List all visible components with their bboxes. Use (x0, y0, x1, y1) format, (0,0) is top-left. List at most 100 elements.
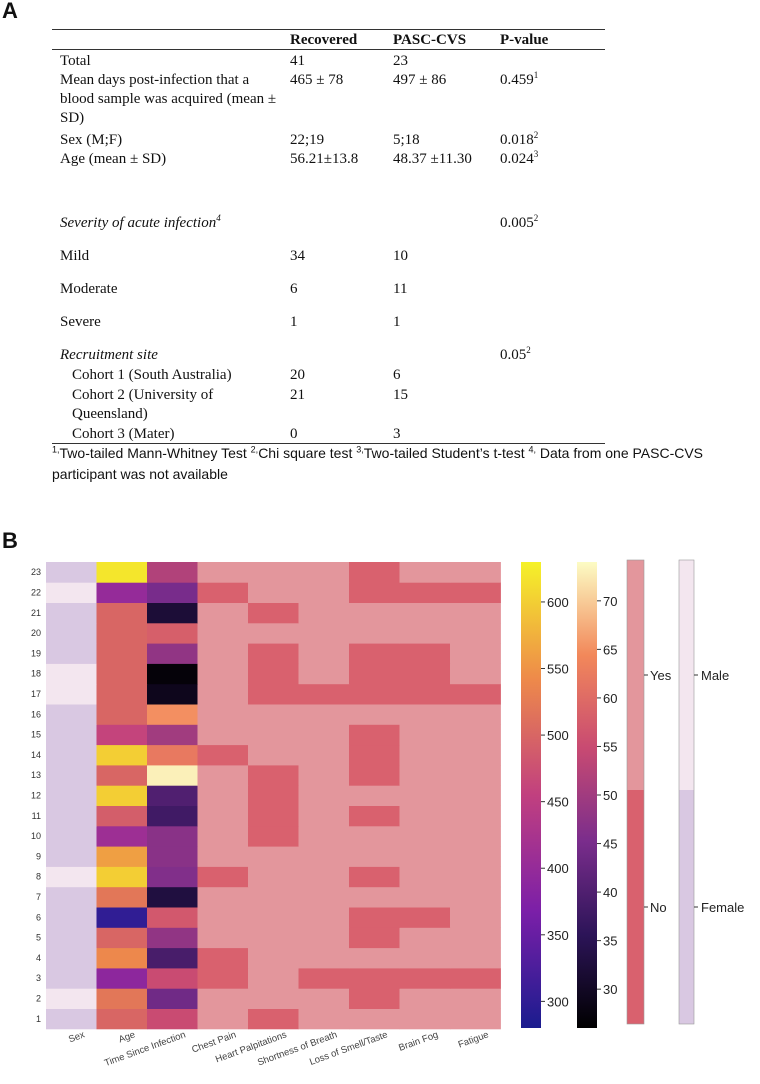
heatmap-cells (46, 562, 501, 1030)
symptom-cell (298, 846, 350, 867)
row-sex-label: Sex (M;F) (60, 132, 123, 148)
symptom-cell (298, 785, 350, 806)
age-cell (96, 744, 148, 766)
table-footnote: 1,Two-tailed Mann-Whitney Test 2,Chi squ… (52, 443, 752, 485)
time-cell (147, 663, 198, 685)
pvalue-text: 0.024 (500, 151, 534, 167)
symptom-cell (248, 765, 299, 786)
symptom-cell (197, 704, 249, 725)
time-cell (147, 562, 198, 583)
time-cell (147, 1008, 198, 1030)
sex-cell (46, 622, 97, 644)
symptom-legend-no-swatch (627, 790, 644, 1024)
sex-cell (46, 988, 97, 1009)
time-cell (147, 785, 198, 806)
sex-cell (46, 968, 97, 989)
row-label: 5 (36, 933, 41, 943)
symptom-cell (450, 988, 501, 1009)
row-label: 3 (36, 973, 41, 983)
age-cell (96, 927, 148, 949)
symptom-cell (298, 968, 350, 989)
symptom-cell (399, 744, 451, 766)
symptom-cell (349, 602, 400, 624)
symptom-cell (298, 927, 350, 949)
symptom-cell (450, 947, 501, 969)
header-recovered: Recovered (290, 32, 358, 48)
symptom-cell (399, 622, 451, 644)
time-cell (147, 643, 198, 664)
age-cell (96, 968, 148, 989)
sex-cell (46, 663, 97, 685)
severity-pvalue: 0.0052 (500, 214, 538, 233)
pvalue-text: 0.005 (500, 215, 534, 231)
symptom-cell (349, 988, 400, 1009)
cohort2-recovered: 21 (290, 387, 305, 403)
row-label: 20 (31, 628, 41, 638)
colorbar-tick-label: 65 (603, 642, 617, 657)
severity-moderate-recovered: 6 (290, 281, 298, 297)
symptom-cell (197, 765, 249, 786)
row-label: 14 (31, 750, 41, 760)
symptom-cell (197, 683, 249, 705)
footnote-marker: 3, (356, 444, 364, 455)
age-colorbar (521, 562, 541, 1028)
age-cell (96, 805, 148, 827)
row-sex-recovered: 22;19 (290, 132, 325, 148)
column-label: Fatigue (457, 1029, 491, 1050)
symptom-cell (349, 907, 400, 928)
symptom-cell (450, 744, 501, 766)
severity-mild-label: Mild (60, 248, 90, 264)
age-cell (96, 846, 148, 867)
row-label: 11 (32, 811, 41, 821)
severity-mild-recovered: 34 (290, 248, 305, 264)
row-age-recovered: 56.21±13.8 (290, 151, 359, 167)
symptom-cell (450, 968, 501, 989)
symptom-cell (197, 724, 249, 746)
symptom-cell (450, 805, 501, 827)
sex-cell (46, 765, 97, 786)
row-label: 23 (31, 567, 41, 577)
time-cell (147, 805, 198, 827)
symptom-cell (399, 968, 451, 989)
symptom-cell (197, 602, 249, 624)
symptom-cell (450, 683, 501, 705)
symptom-cell (298, 907, 350, 928)
cohort2-label: Cohort 2 (University of Queensland) (72, 387, 214, 422)
symptom-cell (349, 663, 400, 685)
symptom-cell (298, 805, 350, 827)
row-days-label: Mean days post-infection that a blood sa… (60, 72, 277, 126)
time-cell (147, 988, 198, 1009)
symptom-cell (450, 724, 501, 746)
severity-title-sup: 4 (216, 213, 221, 223)
pvalue-sup: 2 (533, 213, 539, 223)
pvalue-sup: 2 (533, 130, 539, 140)
time-cell (147, 683, 198, 705)
symptom-cell (450, 562, 501, 583)
symptom-cell (349, 846, 400, 867)
symptom-cell (349, 825, 400, 847)
symptom-cell (197, 1008, 249, 1030)
symptom-cell (298, 582, 350, 603)
colorbar-tick-label: 550 (547, 662, 569, 677)
symptom-cell (399, 785, 451, 806)
symptom-cell (399, 907, 451, 928)
time-cell (147, 947, 198, 969)
symptom-cell (399, 724, 451, 746)
colorbar-tick-label: 400 (547, 861, 569, 876)
symptom-cell (248, 968, 299, 989)
time-cell (147, 744, 198, 766)
sex-cell (46, 744, 97, 766)
symptom-cell (248, 927, 299, 949)
row-label: 18 (31, 669, 41, 679)
row-label: 21 (31, 608, 41, 618)
colorbar-tick-label: 350 (547, 928, 569, 943)
sex-cell (46, 683, 97, 705)
symptom-cell (450, 663, 501, 685)
symptom-cell (349, 704, 400, 725)
age-cell (96, 785, 148, 806)
time-cell (147, 582, 198, 603)
symptom-cell (197, 805, 249, 827)
sex-legend-female-swatch (679, 790, 694, 1024)
panel-a-label: A (2, 0, 18, 23)
